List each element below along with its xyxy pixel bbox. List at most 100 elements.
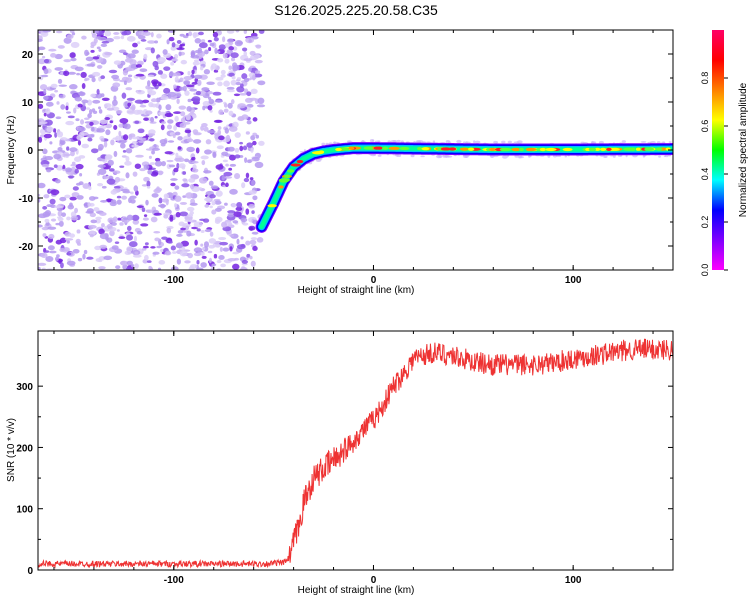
noise-point	[39, 84, 48, 91]
noise-point	[150, 171, 159, 177]
snr-xlabel: Height of straight line (km)	[298, 585, 415, 596]
noise-point	[183, 80, 191, 85]
noise-point	[195, 147, 200, 154]
noise-point	[246, 91, 252, 97]
noise-point	[150, 98, 158, 103]
noise-point	[111, 222, 117, 226]
noise-point	[226, 49, 231, 55]
noise-point	[248, 203, 256, 209]
noise-point	[219, 246, 223, 252]
noise-point	[38, 182, 46, 189]
noise-point	[181, 165, 186, 170]
noise-point	[81, 35, 87, 40]
noise-point	[221, 151, 229, 156]
noise-point	[161, 121, 167, 124]
noise-point	[124, 160, 132, 166]
noise-point	[73, 107, 77, 114]
noise-point	[203, 126, 209, 132]
noise-point	[66, 146, 70, 151]
noise-point	[59, 196, 67, 202]
noise-point	[83, 249, 88, 255]
noise-point	[90, 219, 98, 224]
noise-point	[250, 135, 256, 141]
noise-point	[160, 124, 165, 131]
noise-point	[179, 122, 187, 129]
ridge-hotspot	[660, 147, 667, 151]
noise-point	[160, 95, 169, 101]
noise-point	[70, 57, 77, 62]
snr-frame	[37, 330, 674, 571]
noise-point	[99, 233, 109, 240]
noise-point	[41, 163, 50, 168]
noise-point	[150, 103, 158, 108]
noise-point	[204, 149, 212, 155]
noise-point	[187, 98, 192, 103]
noise-point	[125, 234, 134, 241]
noise-point	[71, 192, 80, 198]
ridge-halo-point	[410, 154, 415, 158]
noise-point	[192, 114, 197, 119]
noise-point	[77, 127, 83, 132]
noise-point	[85, 107, 91, 110]
noise-point	[57, 78, 63, 84]
noise-point	[55, 30, 63, 34]
noise-point	[55, 179, 61, 184]
noise-point	[227, 212, 235, 218]
noise-point	[245, 172, 250, 179]
noise-point	[144, 254, 149, 261]
noise-point	[118, 49, 127, 54]
ridge-hotspot	[644, 147, 655, 151]
noise-point	[134, 263, 139, 269]
noise-point	[212, 152, 216, 157]
noise-point	[154, 160, 163, 167]
noise-point	[126, 68, 136, 71]
noise-point	[56, 164, 64, 171]
noise-point	[239, 266, 248, 270]
noise-point	[86, 134, 95, 138]
noise-point	[189, 264, 198, 269]
ridge-halo-point	[528, 155, 531, 158]
frequency-ridge	[255, 138, 673, 233]
noise-point	[201, 255, 207, 259]
noise-point	[151, 150, 156, 155]
ridge-hotspot	[388, 146, 401, 150]
noise-point	[204, 204, 210, 208]
noise-point	[63, 70, 70, 77]
noise-point	[69, 52, 76, 59]
noise-point	[193, 139, 202, 144]
ridge-hotspot	[399, 146, 410, 151]
noise-point	[66, 111, 71, 114]
noise-point	[126, 35, 136, 42]
noise-point	[82, 183, 91, 189]
noise-point	[49, 198, 56, 205]
noise-point	[89, 233, 94, 238]
noise-point	[236, 41, 243, 45]
noise-point	[228, 167, 233, 171]
noise-point	[252, 195, 258, 201]
noise-point	[90, 44, 95, 49]
noise-point	[153, 231, 161, 234]
noise-point	[70, 41, 80, 48]
noise-point	[229, 246, 233, 252]
colorbar-tick-label: 0.2	[700, 216, 710, 229]
noise-point	[218, 44, 226, 50]
noise-point	[84, 78, 88, 82]
noise-point	[174, 131, 181, 136]
noise-point	[63, 59, 72, 63]
noise-point	[139, 104, 147, 108]
noise-point	[136, 230, 143, 235]
ridge-hotspot	[267, 204, 277, 208]
noise-point	[138, 30, 145, 36]
noise-point	[125, 87, 133, 91]
noise-point	[188, 178, 196, 183]
noise-point	[251, 179, 256, 186]
noise-point	[192, 32, 197, 39]
noise-point	[87, 137, 93, 142]
noise-point	[188, 31, 193, 37]
noise-point	[49, 141, 53, 145]
ridge-halo-point	[493, 140, 498, 144]
noise-point	[198, 31, 204, 36]
noise-point	[117, 139, 127, 144]
noise-point	[153, 212, 162, 216]
noise-point	[151, 193, 159, 198]
